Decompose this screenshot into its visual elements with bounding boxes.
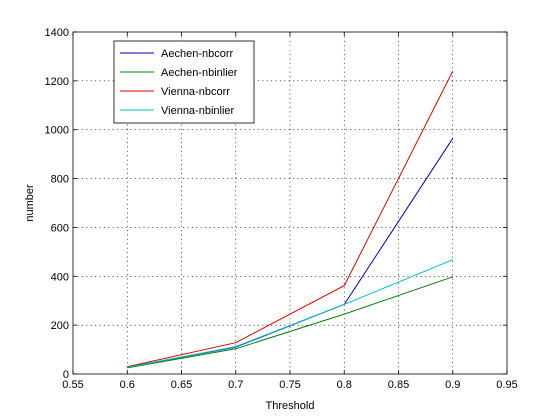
x-tick-label: 0.6 <box>120 379 135 391</box>
x-tick-label: 0.8 <box>337 379 352 391</box>
x-tick-label: 0.85 <box>388 379 409 391</box>
y-tick-label: 1200 <box>45 76 69 88</box>
x-tick-label: 0.9 <box>445 379 460 391</box>
y-tick-label: 600 <box>51 222 69 234</box>
y-tick-label: 800 <box>51 174 69 186</box>
legend: Aechen-nbcorr Aechen-nbinlier Vienna-nbcor… <box>114 41 254 123</box>
y-tick-label: 0 <box>63 369 69 381</box>
legend-entry: Aechen-nbcorr <box>161 48 233 60</box>
legend-entry: Vienna-nbcorr <box>161 86 230 98</box>
x-tick-label: 0.65 <box>171 379 192 391</box>
legend-entry: Vienna-nbinlier <box>161 105 235 117</box>
x-axis-label: Threshold <box>266 400 315 412</box>
y-tick-label: 1000 <box>45 125 69 137</box>
x-tick-label: 0.95 <box>496 379 517 391</box>
y-tick-label: 1400 <box>45 27 69 39</box>
x-tick-label: 0.75 <box>279 379 300 391</box>
y-tick-label: 200 <box>51 320 69 332</box>
y-tick-label: 400 <box>51 271 69 283</box>
y-axis-tick-labels: 0 200 400 600 800 1000 1200 1400 <box>45 27 69 381</box>
legend-entry: Aechen-nbinlier <box>161 67 238 79</box>
x-tick-label: 0.7 <box>228 379 243 391</box>
y-axis-label: number <box>24 184 36 222</box>
x-axis-tick-labels: 0.55 0.6 0.65 0.7 0.75 0.8 0.85 0.9 0.95 <box>62 379 517 391</box>
